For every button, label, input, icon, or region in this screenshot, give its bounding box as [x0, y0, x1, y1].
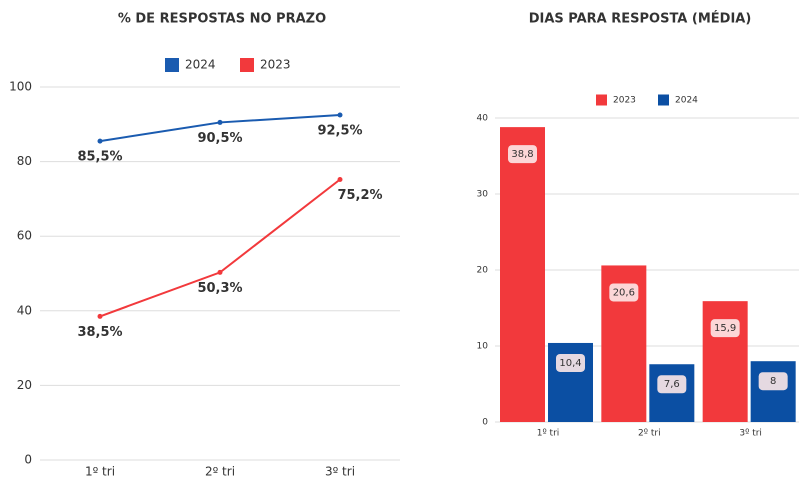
legend-label: 2023 — [613, 96, 636, 106]
x-tick-label: 2º tri — [638, 429, 661, 439]
bar — [750, 361, 796, 422]
value-label: 7,6 — [664, 379, 680, 390]
point — [337, 112, 343, 118]
value-label: 75,2% — [337, 188, 382, 203]
value-label: 90,5% — [197, 131, 242, 146]
y-tick-label: 100 — [9, 80, 32, 94]
y-tick-label: 80 — [17, 154, 32, 168]
y-tick-label: 40 — [17, 303, 32, 317]
y-tick-label: 20 — [17, 378, 32, 392]
y-tick-label: 60 — [17, 229, 32, 243]
y-tick-label: 20 — [477, 266, 489, 276]
y-tick-label: 40 — [477, 114, 489, 124]
value-label: 92,5% — [317, 123, 362, 138]
y-tick-label: 0 — [482, 418, 488, 428]
value-label-box — [758, 372, 788, 391]
legend-swatch — [240, 58, 254, 72]
point — [217, 119, 223, 125]
value-label-box — [508, 145, 537, 164]
value-label: 50,3% — [197, 281, 242, 296]
legend-swatch — [596, 94, 607, 106]
y-tick-label: 30 — [477, 190, 489, 200]
chart-title: % DE RESPOSTAS NO PRAZO — [118, 12, 326, 27]
x-tick-label: 2º tri — [205, 465, 235, 479]
point — [337, 177, 343, 183]
value-label-box — [657, 375, 687, 394]
value-label: 38,8 — [511, 149, 533, 160]
legend-label: 2024 — [675, 96, 698, 106]
x-tick-label: 3º tri — [325, 465, 355, 479]
value-label: 20,6 — [613, 287, 635, 298]
x-tick-label: 3º tri — [739, 429, 762, 439]
legend-swatch — [658, 94, 669, 106]
value-label: 85,5% — [77, 150, 122, 165]
point — [217, 269, 223, 275]
value-label-box — [609, 283, 639, 302]
value-label: 15,9 — [714, 323, 736, 334]
value-label: 8 — [770, 376, 776, 387]
legend-label: 2023 — [260, 58, 291, 72]
point — [97, 138, 103, 144]
value-label: 38,5% — [77, 325, 122, 340]
value-label-box — [710, 319, 740, 338]
legend-swatch — [165, 58, 179, 72]
x-tick-label: 1º tri — [537, 429, 560, 439]
value-label: 10,4 — [559, 358, 581, 369]
y-tick-label: 10 — [477, 342, 489, 352]
y-tick-label: 0 — [24, 453, 32, 467]
value-label-box — [556, 353, 585, 372]
legend-label: 2024 — [185, 58, 216, 72]
bar — [500, 127, 545, 423]
chart-title: DIAS PARA RESPOSTA (MÉDIA) — [529, 11, 752, 27]
point — [97, 313, 103, 319]
x-tick-label: 1º tri — [85, 465, 115, 479]
